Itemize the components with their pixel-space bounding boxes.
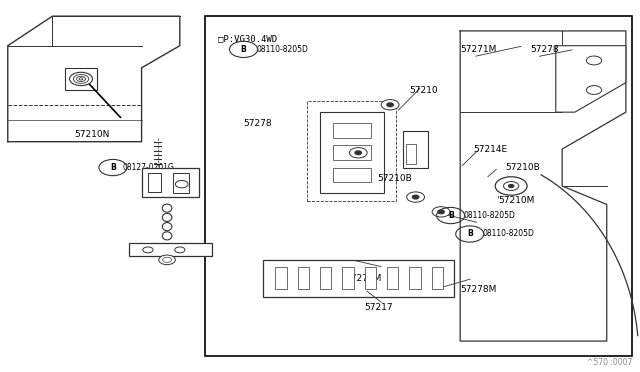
- Bar: [205, 16, 632, 356]
- Bar: [333, 167, 371, 182]
- Bar: [320, 112, 384, 193]
- Text: 57271M: 57271M: [460, 45, 497, 54]
- Bar: [129, 243, 212, 256]
- Text: 57210B: 57210B: [378, 174, 412, 183]
- Text: 57210N: 57210N: [74, 130, 109, 139]
- Text: 57217: 57217: [365, 303, 393, 312]
- Bar: [262, 260, 454, 297]
- Circle shape: [586, 56, 602, 65]
- Text: 57210: 57210: [409, 86, 438, 94]
- Circle shape: [175, 247, 185, 253]
- Text: 08110-8205D: 08110-8205D: [483, 230, 534, 238]
- Bar: [275, 267, 287, 289]
- Bar: [403, 131, 428, 167]
- Bar: [406, 144, 415, 164]
- Bar: [298, 267, 309, 289]
- Circle shape: [432, 207, 450, 217]
- Bar: [173, 173, 189, 193]
- Text: ^570 :0007: ^570 :0007: [587, 358, 632, 367]
- Bar: [307, 101, 396, 201]
- Bar: [65, 68, 97, 90]
- Circle shape: [504, 182, 519, 190]
- Circle shape: [406, 192, 424, 202]
- Circle shape: [438, 210, 444, 214]
- Bar: [148, 173, 161, 192]
- Text: 57210B: 57210B: [505, 163, 540, 172]
- Bar: [342, 267, 354, 289]
- Text: 57214E: 57214E: [473, 145, 507, 154]
- Circle shape: [143, 247, 153, 253]
- Circle shape: [586, 86, 602, 94]
- Circle shape: [381, 100, 399, 110]
- Text: 08110-8205D: 08110-8205D: [463, 211, 515, 220]
- Text: 08110-8205D: 08110-8205D: [256, 45, 308, 54]
- Text: 57278M: 57278M: [460, 285, 497, 294]
- Circle shape: [70, 72, 93, 86]
- Text: B: B: [448, 211, 454, 220]
- Circle shape: [355, 151, 362, 155]
- Text: 57270M: 57270M: [346, 274, 382, 283]
- Text: B: B: [110, 163, 116, 172]
- Bar: [141, 167, 199, 197]
- Circle shape: [495, 177, 527, 195]
- Text: B: B: [467, 230, 472, 238]
- Bar: [365, 267, 376, 289]
- Polygon shape: [556, 46, 626, 112]
- Text: 57278: 57278: [531, 45, 559, 54]
- Circle shape: [159, 255, 175, 264]
- Bar: [387, 267, 398, 289]
- Bar: [431, 267, 443, 289]
- Text: 57210M: 57210M: [499, 196, 535, 205]
- Bar: [409, 267, 420, 289]
- Bar: [320, 267, 332, 289]
- Bar: [333, 145, 371, 160]
- Text: □P:VG30.4WD: □P:VG30.4WD: [218, 35, 277, 44]
- Circle shape: [412, 195, 419, 199]
- Bar: [333, 123, 371, 138]
- Circle shape: [387, 103, 394, 107]
- Circle shape: [175, 180, 188, 188]
- Circle shape: [509, 185, 514, 187]
- Text: 57278: 57278: [244, 119, 272, 128]
- Circle shape: [163, 257, 172, 262]
- Text: 08127-0201G: 08127-0201G: [122, 163, 174, 172]
- Text: B: B: [241, 45, 246, 54]
- Circle shape: [349, 148, 367, 158]
